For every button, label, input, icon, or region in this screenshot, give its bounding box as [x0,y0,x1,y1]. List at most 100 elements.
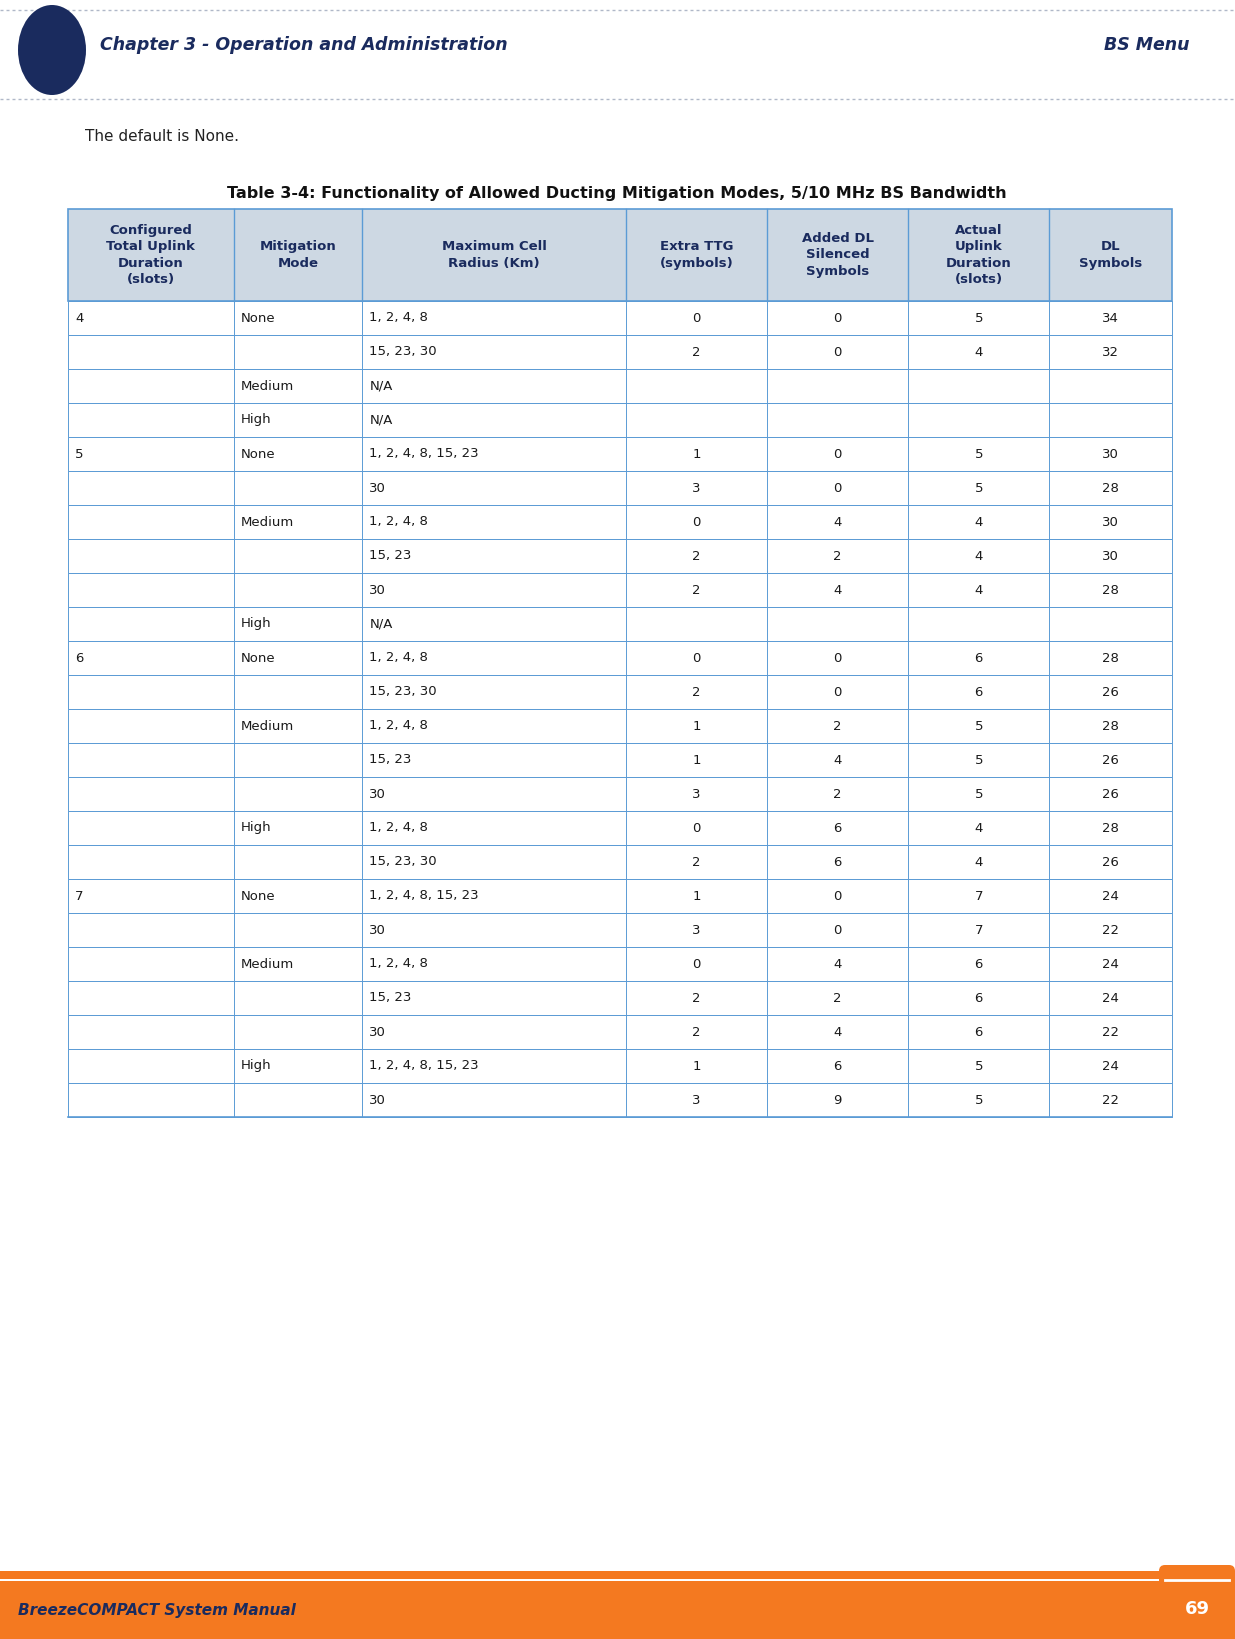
Text: 30: 30 [1102,447,1119,461]
Text: 28: 28 [1102,720,1119,733]
Text: 2: 2 [693,549,701,562]
Bar [68,710,1172,742]
Text: 0: 0 [834,890,842,903]
Text: 7: 7 [974,923,983,936]
Text: 15, 23: 15, 23 [369,754,411,767]
Text: 15, 23, 30: 15, 23, 30 [369,685,437,698]
Text: 2: 2 [693,346,701,359]
Text: None: None [241,447,275,461]
Text: 24: 24 [1102,1059,1119,1072]
Text: 5: 5 [974,720,983,733]
Text: 6: 6 [974,685,983,698]
Text: 0: 0 [834,482,842,495]
Text: 24: 24 [1102,890,1119,903]
Text: 3: 3 [693,787,701,800]
Text: None: None [241,890,275,903]
Text: 30: 30 [369,787,387,800]
Text: 1, 2, 4, 8: 1, 2, 4, 8 [369,651,429,664]
Text: Mitigation
Mode: Mitigation Mode [259,241,336,270]
Text: 4: 4 [834,957,842,970]
Text: 4: 4 [974,549,983,562]
Bar [0,1572,1235,1578]
Text: 1: 1 [693,720,701,733]
Text: High: High [241,618,272,631]
Text: N/A: N/A [369,380,393,392]
Text: 2: 2 [834,787,842,800]
Text: 3: 3 [693,1093,701,1106]
Text: 2: 2 [693,856,701,869]
Text: 0: 0 [693,311,700,325]
Text: 24: 24 [1102,957,1119,970]
Text: 28: 28 [1102,651,1119,664]
Text: 0: 0 [834,651,842,664]
Text: 2: 2 [693,583,701,597]
Text: 24: 24 [1102,992,1119,1005]
Text: 15, 23: 15, 23 [369,992,411,1005]
Bar [68,334,1172,369]
Text: Medium: Medium [241,720,294,733]
Bar [0,1582,1235,1639]
Bar [68,606,1172,641]
Bar [68,470,1172,505]
Text: 7: 7 [75,890,84,903]
Text: 30: 30 [1102,516,1119,528]
Text: 28: 28 [1102,583,1119,597]
Text: 1: 1 [693,1059,701,1072]
Text: BreezeCOMPACT System Manual: BreezeCOMPACT System Manual [19,1603,296,1618]
Text: 4: 4 [974,346,983,359]
Text: 0: 0 [693,651,700,664]
Text: None: None [241,311,275,325]
Bar [68,505,1172,539]
Text: Table 3-4: Functionality of Allowed Ducting Mitigation Modes, 5/10 MHz BS Bandwi: Table 3-4: Functionality of Allowed Duct… [227,185,1007,202]
Text: 4: 4 [834,754,842,767]
Text: Configured
Total Uplink
Duration
(slots): Configured Total Uplink Duration (slots) [106,225,195,287]
Bar [68,879,1172,913]
Text: 26: 26 [1102,856,1119,869]
Text: 22: 22 [1102,1026,1119,1039]
Text: 28: 28 [1102,482,1119,495]
Text: Maximum Cell
Radius (Km): Maximum Cell Radius (Km) [442,241,547,270]
Bar [68,846,1172,879]
Text: 9: 9 [834,1093,842,1106]
Text: 0: 0 [834,685,842,698]
Bar [68,777,1172,811]
Text: 22: 22 [1102,923,1119,936]
Bar [68,210,1172,302]
Text: 1, 2, 4, 8, 15, 23: 1, 2, 4, 8, 15, 23 [369,447,479,461]
FancyBboxPatch shape [1158,1565,1235,1639]
Text: 3: 3 [693,923,701,936]
Text: BS Menu: BS Menu [1104,36,1191,54]
Text: 30: 30 [1102,549,1119,562]
Text: 5: 5 [974,482,983,495]
Text: Medium: Medium [241,516,294,528]
Text: 2: 2 [693,992,701,1005]
Text: Medium: Medium [241,380,294,392]
Bar [0,1578,1235,1582]
Text: 30: 30 [369,1093,387,1106]
Text: 5: 5 [974,1093,983,1106]
Text: Added DL
Silenced
Symbols: Added DL Silenced Symbols [802,233,873,279]
Text: 1, 2, 4, 8: 1, 2, 4, 8 [369,720,429,733]
Bar [68,811,1172,846]
Text: 34: 34 [1102,311,1119,325]
Text: 5: 5 [974,311,983,325]
Text: 69: 69 [1184,1600,1209,1618]
Text: 0: 0 [834,923,842,936]
Text: 26: 26 [1102,754,1119,767]
Text: 1, 2, 4, 8: 1, 2, 4, 8 [369,957,429,970]
Text: 32: 32 [1102,346,1119,359]
Text: 22: 22 [1102,1093,1119,1106]
Text: 1, 2, 4, 8, 15, 23: 1, 2, 4, 8, 15, 23 [369,890,479,903]
Bar [68,982,1172,1015]
Text: High: High [241,413,272,426]
Text: 4: 4 [75,311,84,325]
Text: 6: 6 [974,651,983,664]
Text: 4: 4 [974,516,983,528]
Text: 5: 5 [974,1059,983,1072]
Text: 28: 28 [1102,821,1119,834]
Text: 1, 2, 4, 8: 1, 2, 4, 8 [369,311,429,325]
Text: 5: 5 [974,447,983,461]
Text: 15, 23, 30: 15, 23, 30 [369,856,437,869]
Text: 30: 30 [369,1026,387,1039]
Text: High: High [241,1059,272,1072]
